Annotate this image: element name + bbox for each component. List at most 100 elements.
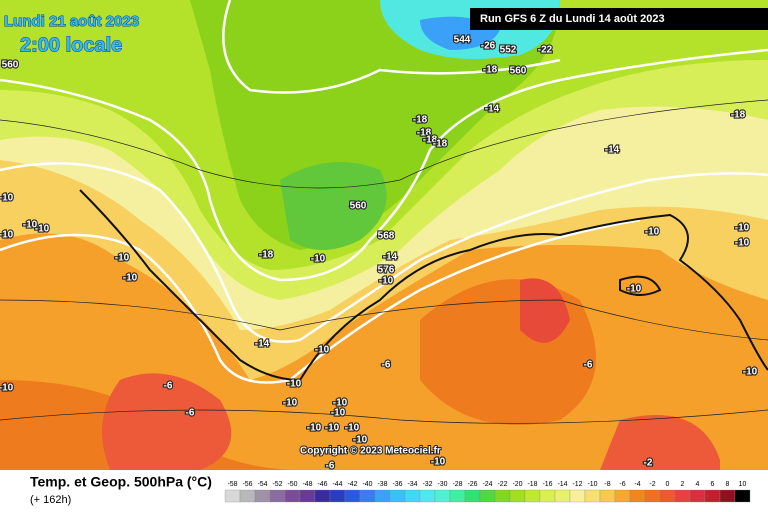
- run-box: [470, 8, 768, 30]
- scale-swatch: [239, 489, 256, 503]
- scale-label: -58: [227, 481, 237, 488]
- map-label: -10: [735, 238, 750, 249]
- scale-swatch: [254, 489, 271, 503]
- map-label: -10: [431, 457, 446, 468]
- scale-label: -20: [512, 481, 522, 488]
- scale-label: -18: [527, 481, 537, 488]
- map-label: -10: [35, 224, 50, 235]
- run-info: Run GFS 6 Z du Lundi 14 août 2023: [480, 13, 665, 25]
- map-label: -10: [123, 273, 138, 284]
- scale-swatch: [404, 489, 421, 503]
- scale-swatch: [479, 489, 496, 503]
- scale-label: -44: [332, 481, 342, 488]
- map-label: -14: [605, 145, 620, 156]
- scale-swatch: [584, 489, 601, 503]
- scale-swatch: [434, 489, 451, 503]
- scale-swatch: [464, 489, 481, 503]
- map-label: -10: [0, 383, 14, 394]
- map-label: -10: [283, 398, 298, 409]
- scale-label: -56: [242, 481, 252, 488]
- scale-label: -48: [302, 481, 312, 488]
- scale-label: 10: [739, 481, 747, 488]
- scale-label: 8: [726, 481, 730, 488]
- scale-swatch: [269, 489, 286, 503]
- scale-swatch: [719, 489, 736, 503]
- scale-label: -8: [604, 481, 610, 488]
- scale-label: -26: [467, 481, 477, 488]
- map-label: -10: [325, 423, 340, 434]
- scale-label: -54: [257, 481, 267, 488]
- scale-swatch: [674, 489, 691, 503]
- map-label: -6: [584, 360, 593, 371]
- scale-swatch: [539, 489, 556, 503]
- scale-label: -22: [497, 481, 507, 488]
- map-label: -10: [115, 253, 130, 264]
- scale-label: -32: [422, 481, 432, 488]
- scale-swatch: [569, 489, 586, 503]
- scale-label: -28: [452, 481, 462, 488]
- scale-label: -36: [392, 481, 402, 488]
- scale-swatch: [344, 489, 361, 503]
- copyright: Copyright © 2023 Meteociel.fr: [300, 446, 441, 457]
- map-label: 544: [454, 35, 471, 46]
- map-label: -6: [186, 408, 195, 419]
- scale-swatch: [314, 489, 331, 503]
- forecast-time: 2:00 locale: [20, 34, 122, 56]
- scale-label: -30: [437, 481, 447, 488]
- scale-swatch: [599, 489, 616, 503]
- scale-label: -2: [649, 481, 655, 488]
- map-label: -14: [255, 339, 270, 350]
- map-label: -14: [383, 252, 398, 263]
- scale-label: 6: [711, 481, 715, 488]
- scale-label: -34: [407, 481, 417, 488]
- map-label: -10: [0, 193, 14, 204]
- scale-label: -4: [634, 481, 640, 488]
- isohypses: [0, 0, 768, 424]
- lead-time: (+ 162h): [30, 494, 71, 506]
- map-label: -14: [485, 104, 500, 115]
- scale-swatch: [734, 489, 751, 503]
- map-label: 568: [378, 231, 395, 242]
- scale-label: 2: [681, 481, 685, 488]
- scale-swatch: [419, 489, 436, 503]
- map-label: -18: [433, 139, 448, 150]
- scale-label: -24: [482, 481, 492, 488]
- chart-title: Temp. et Geop. 500hPa (°C): [30, 474, 212, 490]
- scale-swatch: [614, 489, 631, 503]
- map-label: 576: [378, 265, 395, 276]
- map-label: -10: [379, 276, 394, 287]
- map-label: -10: [353, 435, 368, 446]
- scale-label: -6: [619, 481, 625, 488]
- map-label: -2: [644, 458, 653, 469]
- scale-label: -42: [347, 481, 357, 488]
- map-label: -22: [538, 45, 553, 56]
- scale-label: -14: [557, 481, 567, 488]
- map-label: -6: [164, 381, 173, 392]
- forecast-date: Lundi 21 août 2023: [4, 13, 139, 30]
- map-label: -18: [413, 115, 428, 126]
- scale-swatch: [374, 489, 391, 503]
- scale-label: -50: [287, 481, 297, 488]
- map-label: -10: [645, 227, 660, 238]
- map-label: -18: [423, 135, 438, 146]
- scale-swatch: [659, 489, 676, 503]
- map-label: -6: [382, 360, 391, 371]
- map-label: -6: [326, 461, 335, 472]
- map-label: -10: [23, 220, 38, 231]
- map-label: -10: [311, 254, 326, 265]
- scale-swatch: [299, 489, 316, 503]
- scale-swatch: [554, 489, 571, 503]
- map-label: -18: [417, 128, 432, 139]
- scale-swatch: [359, 489, 376, 503]
- map-label: -18: [731, 110, 746, 121]
- scale-swatch: [284, 489, 301, 503]
- map-label: -10: [735, 223, 750, 234]
- scale-swatch: [224, 489, 241, 503]
- scale-swatch: [689, 489, 706, 503]
- scale-label: -12: [572, 481, 582, 488]
- map-label: -10: [287, 379, 302, 390]
- map-label: -26: [481, 41, 496, 52]
- map-label: 560: [350, 201, 367, 212]
- scale-label: 0: [666, 481, 670, 488]
- coastlines: [79, 189, 768, 382]
